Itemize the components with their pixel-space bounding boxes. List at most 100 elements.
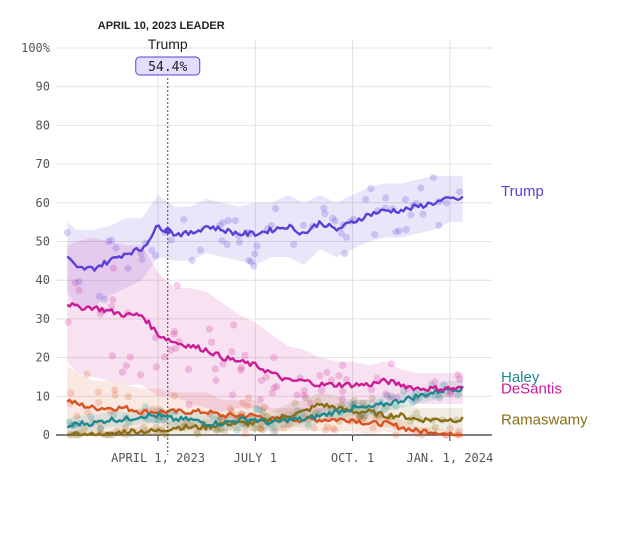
desantis-poll-dot [219,360,227,368]
trump-poll-dot [417,184,425,192]
desantis-poll-dot [126,353,134,361]
haley-average-line [66,385,464,429]
pence-poll-dot [261,403,269,411]
desantis-poll-dot [185,365,193,373]
trump-poll-dot [196,246,205,254]
haley-poll-dot [65,418,73,426]
desantis-poll-dot [456,375,464,383]
pence-poll-dot [331,426,339,434]
trump-poll-dot [367,185,375,193]
desantis-poll-dot [170,330,178,338]
trump-label: Trump [501,183,544,200]
trump-poll-dot [371,231,379,239]
desantis-poll-dot [318,386,326,394]
trump-poll-dot [138,255,146,264]
desantis-poll-dot [228,391,236,399]
ramaswamy-band [67,392,463,435]
trump-poll-dot [429,174,437,182]
desantis-poll-dot [431,378,439,386]
pence-poll-dot [446,425,454,433]
desantis-poll-dot [118,368,126,376]
desantis-poll-dot [237,364,245,372]
desantis-poll-dot [382,390,390,398]
desantis-poll-dot [110,264,118,272]
ramaswamy-poll-dot [412,409,421,417]
x-tick-label: OCT. 1 [331,451,374,465]
trump-poll-dot [224,216,232,225]
desantis-average-line [66,301,464,393]
pence-poll-dot [226,405,234,413]
desantis-poll-dot [262,373,270,381]
trump-poll-dot [188,256,196,264]
leader-value: 54.4% [148,60,187,75]
haley-band [67,380,463,435]
trump-poll-dot [337,229,345,237]
trump-poll-dot [219,219,227,227]
y-tick-label: 20 [36,351,50,365]
desantis-band [67,237,463,416]
desantis-poll-dot [228,348,236,356]
desantis-poll-dot [241,351,249,359]
y-tick-label: 0 [43,428,50,442]
trump-poll-dot [382,194,390,202]
trump-poll-dot [342,233,351,241]
desantis-poll-dot [339,361,347,370]
desantis-poll-dot [64,318,72,326]
y-tick-label: 10 [36,389,50,403]
x-tick-label: JAN. 1, 2024 [406,451,493,465]
haley-poll-dot [258,407,266,415]
y-tick-label: 50 [36,235,50,249]
pence-poll-dot [321,426,330,434]
ramaswamy-poll-dot [140,423,148,431]
ramaswamy-poll-dot [193,430,201,438]
ramaswamy-poll-dot [96,425,104,433]
haley-poll-dot [233,426,241,434]
desantis-poll-dot [268,389,276,397]
leader-value-box [135,56,201,76]
pence-poll-dot [239,399,247,407]
pence-poll-dot [329,425,337,433]
haley-poll-dot [361,412,369,420]
desantis-poll-dot [161,353,169,361]
haley-label: Haley [501,369,540,386]
ramaswamy-poll-dot [314,397,322,405]
y-tick-label: 80 [36,118,50,132]
desantis-poll-dot [327,376,336,384]
pence-poll-dot [355,413,364,421]
trump-poll-dot [167,236,175,244]
trump-poll-dot [250,262,258,270]
trump-poll-dot [75,278,83,286]
trump-poll-dot [331,217,339,225]
trump-poll-dot [401,196,410,204]
haley-poll-dot [392,402,400,410]
pence-poll-dot [323,423,331,431]
haley-poll-dot [304,422,312,430]
trump-poll-dot [112,244,120,252]
trump-band [67,175,463,308]
pence-poll-dot [67,389,75,397]
desantis-poll-dot [270,354,278,362]
trump-poll-dot [395,227,403,235]
pence-poll-dot [124,393,132,401]
haley-poll-dot [269,427,278,435]
trump-poll-dot [299,221,307,229]
haley-poll-dot [255,405,263,414]
desantis-poll-dot [323,368,331,376]
ramaswamy-poll-dot [213,427,221,435]
desantis-poll-dot [306,399,314,407]
trump-poll-dot [341,249,349,257]
x-tick-label: APRIL 1, 2023 [111,451,205,465]
pence-poll-dot [217,415,225,423]
leader-marker [164,227,172,235]
trump-poll-dot [152,252,160,260]
y-tick-label: 90 [36,80,50,94]
pence-poll-dot [94,388,102,396]
haley-poll-dot [141,403,149,411]
desantis-poll-dot [300,387,308,395]
leader-annotation: APRIL 10, 2023 LEADER Trump 54.4% [98,20,225,455]
desantis-poll-dot [270,383,278,392]
trump-poll-dot [218,237,226,245]
trump-poll-dot [180,215,188,224]
desantis-poll-dot [212,376,220,384]
